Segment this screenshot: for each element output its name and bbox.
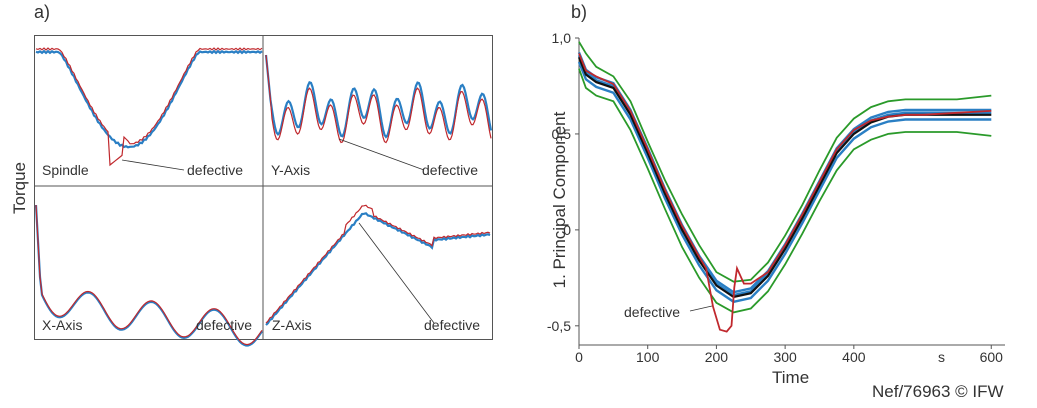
x-tick-label: 200	[705, 349, 729, 365]
upper-limit-series	[578, 41, 992, 283]
z-axis-annotation-line	[358, 222, 435, 324]
defective-series	[578, 53, 992, 333]
normal-trace-series	[577, 51, 992, 294]
panel-a-chart: Spindle defective Y-Axis defective X-Axi…	[34, 35, 493, 347]
z-axis-normal-series	[265, 212, 491, 326]
y-axis-label: Y-Axis	[271, 162, 310, 178]
x-tick-label: 600	[980, 349, 1004, 365]
x-tick-label: 0	[575, 349, 583, 365]
pc-annotation-line	[689, 305, 713, 312]
spindle-defective-label: defective	[187, 162, 243, 178]
z-axis-defective-label: defective	[424, 317, 480, 333]
mean-series	[577, 56, 992, 299]
z-axis-label: Z-Axis	[272, 317, 312, 333]
pc-defective-label: defective	[624, 304, 680, 320]
credit-text: Nef/76963 © IFW	[872, 382, 1004, 401]
y-tick-label: 0	[563, 222, 571, 238]
y-axis-normal-series	[264, 54, 493, 139]
spindle-defective-series	[35, 47, 263, 167]
y-axis-defective-label: defective	[422, 162, 478, 178]
x-tick-label: 400	[842, 349, 866, 365]
y-axis-defective-series	[265, 54, 492, 144]
x-tick-label: 300	[773, 349, 797, 365]
panel-b-label: b)	[571, 2, 588, 22]
x-axis-defective-label: defective	[196, 317, 252, 333]
z-axis-defective-series	[265, 204, 491, 324]
time-axis-label: Time	[772, 368, 809, 385]
spindle-label: Spindle	[42, 162, 89, 178]
x-tick-label: 100	[636, 349, 660, 365]
y-tick-label: 0,5	[552, 126, 572, 142]
spindle-annotation-line	[121, 159, 185, 171]
panel-a-label: a)	[34, 2, 51, 22]
y-tick-label: 1,0	[552, 30, 572, 46]
lower-limit-series	[578, 68, 992, 314]
torque-axis-label: Torque	[9, 162, 29, 214]
x-axis-defective-series	[35, 204, 263, 346]
y-tick-label: -0,5	[547, 318, 571, 334]
normal-trace-series	[577, 61, 992, 304]
x-axis-label: X-Axis	[42, 317, 82, 333]
x-unit-label: s	[938, 349, 945, 365]
y-axis-annotation-line	[338, 138, 425, 171]
normal-trace-series	[577, 54, 992, 297]
spindle-normal-series	[35, 49, 263, 149]
